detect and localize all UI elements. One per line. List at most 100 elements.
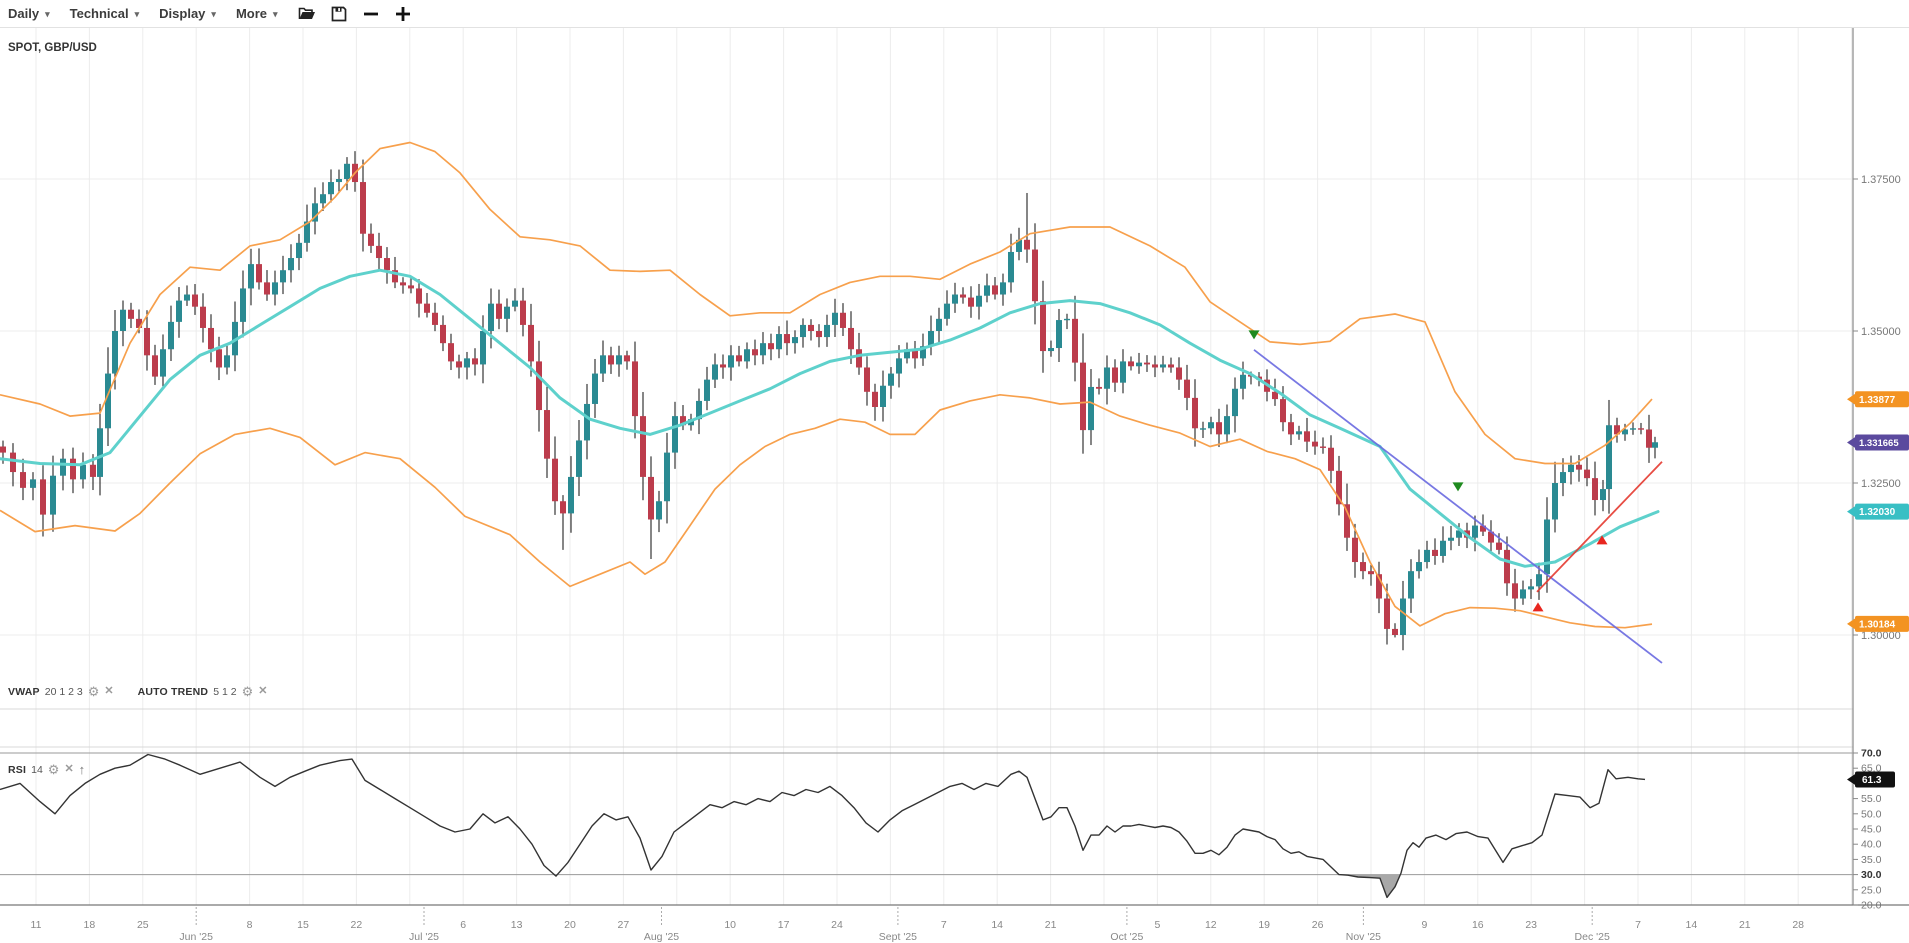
candle-body [1048, 348, 1054, 352]
candle-body [944, 303, 950, 319]
candle-body [336, 179, 342, 183]
candle-body [1152, 364, 1158, 368]
rsi-indicator-row: RSI 14 ⚙ ✕ ↑ [8, 763, 85, 776]
x-axis-month-label: Oct '25 [1110, 931, 1143, 943]
candle-body [1520, 589, 1526, 599]
candle-body [10, 452, 16, 473]
candle-body [1096, 386, 1102, 389]
auto-trend-line [1536, 461, 1663, 593]
candle-body [168, 321, 174, 350]
candle-body [1176, 367, 1182, 380]
x-axis-day-label: 26 [1312, 919, 1324, 931]
rsi-tick-label: 35.0 [1861, 854, 1882, 866]
candle-body [1440, 540, 1446, 556]
candle-body [1192, 397, 1198, 429]
rsi-settings-gear-icon[interactable]: ⚙ [47, 762, 60, 777]
candle-body [1584, 469, 1590, 479]
candle-body [248, 264, 254, 289]
candle-body [480, 331, 486, 365]
candle-body [1472, 525, 1478, 538]
zoom-in-button[interactable] [390, 3, 416, 25]
candle-body [264, 282, 270, 295]
candle-body [1536, 574, 1542, 587]
candle-body [552, 458, 558, 502]
vwap-indicator-label: VWAP [8, 685, 40, 698]
candle-body [400, 282, 406, 286]
candle-body [776, 334, 782, 350]
candle-body [80, 464, 86, 480]
candle-body [1544, 519, 1550, 575]
candle-body [872, 391, 878, 407]
technical-menu[interactable]: Technical ▾ [60, 6, 150, 21]
candle-body [968, 297, 974, 307]
candle-body [1408, 571, 1414, 599]
price-badge-label: 1.30184 [1859, 619, 1896, 630]
candle-body [1456, 530, 1462, 538]
candle-body [1352, 537, 1358, 563]
auto-trend-remove-icon[interactable]: ✕ [258, 685, 268, 697]
candle-body [112, 331, 118, 374]
candle-body [1040, 301, 1046, 352]
rsi-move-up-icon[interactable]: ↑ [78, 762, 86, 777]
candle-body [1024, 239, 1030, 250]
candle-body [528, 324, 534, 362]
x-axis-day-label: 10 [724, 919, 736, 931]
candle-body [768, 343, 774, 350]
candle-body [30, 479, 36, 488]
price-badge-label: 1.32030 [1859, 507, 1896, 518]
candle-body [680, 416, 686, 426]
timeframe-menu[interactable]: Daily ▾ [0, 6, 60, 21]
vwap-remove-icon[interactable]: ✕ [104, 685, 114, 697]
more-menu[interactable]: More ▾ [226, 6, 288, 21]
price-badge-label: 1.33877 [1859, 395, 1896, 406]
x-axis-day-label: 21 [1045, 919, 1057, 931]
buy-marker-icon [1532, 602, 1544, 612]
candle-body [304, 221, 310, 243]
open-chart-button[interactable] [294, 3, 320, 25]
candle-body [1080, 362, 1086, 431]
rsi-badge-label: 61.3 [1862, 775, 1882, 786]
rsi-tick-label: 50.0 [1861, 808, 1882, 820]
candle-body [97, 428, 103, 477]
x-axis-month-label: Sept '25 [879, 931, 917, 943]
candle-body [1606, 425, 1612, 490]
candle-body [1168, 364, 1174, 368]
display-menu[interactable]: Display ▾ [149, 6, 226, 21]
candle-body [464, 358, 470, 368]
candle-body [160, 349, 166, 377]
candle-body [1208, 422, 1214, 429]
save-icon [331, 6, 346, 21]
candle-body [1072, 318, 1078, 363]
save-chart-button[interactable] [326, 3, 352, 25]
candle-body [0, 446, 6, 453]
candle-body [240, 288, 246, 322]
price-badge [1855, 503, 1909, 520]
candle-body [136, 318, 142, 328]
zoom-out-button[interactable] [358, 3, 384, 25]
candle-body [312, 203, 318, 222]
candle-body [832, 312, 838, 325]
auto-trend-line [1253, 349, 1663, 664]
candle-body [1032, 249, 1038, 302]
candle-body [728, 355, 734, 368]
more-label: More [235, 6, 267, 21]
candle-body [1512, 583, 1518, 599]
candle-body [1560, 472, 1566, 483]
symbol-title: SPOT, GBP/USD [8, 42, 97, 54]
auto-trend-settings-gear-icon[interactable]: ⚙ [241, 684, 254, 699]
x-axis-day-label: 14 [1686, 919, 1698, 931]
candle-body [904, 349, 910, 359]
candle-body [808, 324, 814, 331]
chevron-down-icon: ▾ [211, 9, 216, 19]
rsi-remove-icon[interactable]: ✕ [64, 763, 74, 775]
vwap-settings-gear-icon[interactable]: ⚙ [87, 684, 100, 699]
price-tick-label: 1.35000 [1861, 326, 1901, 338]
candle-body [912, 349, 918, 359]
candle-body [976, 295, 982, 307]
candle-body [1184, 379, 1190, 398]
candle-body [1304, 431, 1310, 442]
rsi-badge [1855, 771, 1895, 788]
rsi-indicator-label: RSI [8, 763, 27, 776]
candle-body [1552, 483, 1558, 520]
